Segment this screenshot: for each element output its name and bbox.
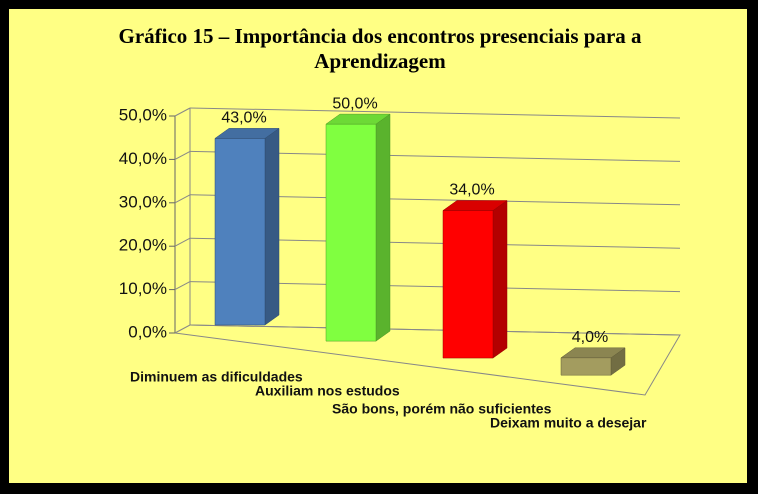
data-label: 34,0% [449,182,494,199]
bar-side [492,200,508,359]
grid-line [174,194,191,204]
x-tick-label: Auxiliam nos estudos [255,383,400,399]
x-tick-label: Deixam muito a desejar [490,415,647,431]
bar [214,127,280,326]
bar-front [560,357,612,376]
grid-line [174,237,191,247]
bar [560,347,626,376]
y-tick-label: 40,0% [119,149,167,168]
data-label: 43,0% [221,110,266,127]
y-tick-label: 30,0% [119,192,167,211]
grid-line [174,324,191,334]
grid-line [174,107,191,117]
x-tick-label: São bons, porém não suficientes [332,401,552,417]
bar-top [325,113,391,125]
bar-side [375,113,391,342]
y-tick-label: 10,0% [119,279,167,298]
bar-top [214,128,280,139]
bar [442,200,508,359]
bar [325,113,391,342]
bar-front [214,138,266,326]
y-tick-label: 50,0% [119,105,167,124]
y-tick-label: 0,0% [128,322,167,341]
grid-line [174,150,191,160]
data-label: 4,0% [572,329,608,346]
grid-line [189,107,681,119]
bar-front [442,210,494,359]
bar-side [264,127,280,326]
x-tick-label: Diminuem as dificuldades [130,369,303,385]
bar-top [442,200,508,211]
y-tick-label: 20,0% [119,236,167,255]
chart-title: Gráfico 15 – Importância dos encontros p… [118,24,642,73]
bar-top [560,347,626,359]
bar-front [325,123,377,342]
grid-line [174,281,191,291]
data-label: 50,0% [332,95,377,112]
grid-line [189,324,681,336]
